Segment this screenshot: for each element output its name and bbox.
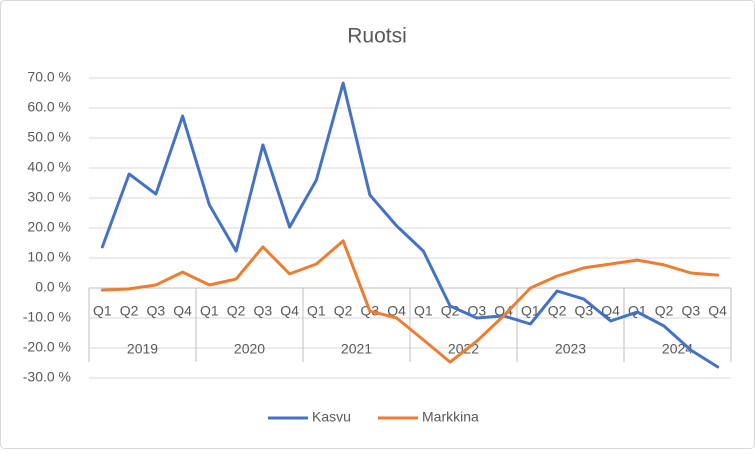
y-tick-label: -20.0 % (23, 339, 71, 355)
x-tick-label: Q3 (682, 303, 701, 319)
x-tick-label: Q1 (521, 303, 540, 319)
group-label: 2020 (234, 341, 265, 357)
y-tick-label: 50.0 % (27, 129, 71, 145)
series-line (100, 81, 720, 369)
group-label: 2019 (127, 341, 158, 357)
y-tick-label: 0.0 % (35, 279, 71, 295)
x-tick-label: Q2 (227, 303, 246, 319)
x-tick-label: Q1 (414, 303, 433, 319)
group-label: 2023 (555, 341, 586, 357)
chart-title: Ruotsi (347, 25, 407, 48)
x-tick-label: Q1 (307, 303, 326, 319)
x-tick-label: Q3 (254, 303, 273, 319)
y-tick-label: 40.0 % (27, 159, 71, 175)
x-tick-label: Q4 (173, 303, 192, 319)
x-tick-label: Q2 (120, 303, 139, 319)
x-tick-label: Q4 (601, 303, 620, 319)
x-tick-label: Q3 (575, 303, 594, 319)
x-tick-label: Q4 (708, 303, 727, 319)
y-tick-label: -30.0 % (23, 369, 71, 385)
y-tick-label: 70.0 % (27, 69, 71, 85)
x-tick-label: Q1 (200, 303, 219, 319)
x-tick-label: Q3 (147, 303, 166, 319)
y-tick-label: 60.0 % (27, 99, 71, 115)
y-tick-label: 10.0 % (27, 249, 71, 265)
x-tick-label: Q2 (334, 303, 353, 319)
legend-label: Markkina (422, 409, 479, 425)
y-tick-label: 20.0 % (27, 219, 71, 235)
y-tick-label: 30.0 % (27, 189, 71, 205)
x-tick-label: Q4 (387, 303, 406, 319)
x-tick-label: Q4 (280, 303, 299, 319)
x-tick-label: Q2 (548, 303, 567, 319)
y-tick-label: -10.0 % (23, 309, 71, 325)
x-tick-label: Q1 (93, 303, 112, 319)
x-tick-label: Q4 (494, 303, 513, 319)
group-label: 2021 (341, 341, 372, 357)
x-tick-label: Q2 (655, 303, 674, 319)
legend-label: Kasvu (312, 409, 351, 425)
series-line (100, 239, 720, 364)
